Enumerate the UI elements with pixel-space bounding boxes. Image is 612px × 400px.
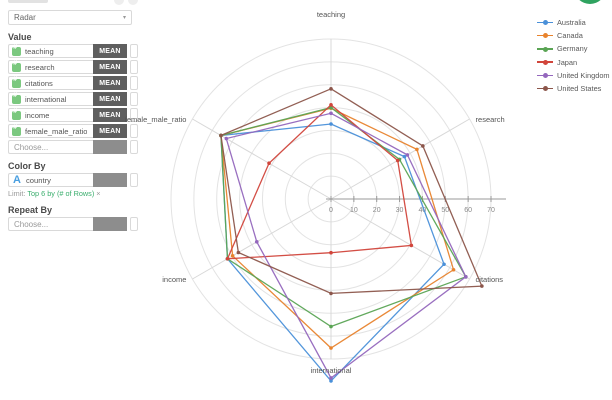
svg-text:income: income <box>162 275 186 284</box>
svg-text:10: 10 <box>350 207 358 214</box>
svg-text:teaching: teaching <box>317 10 345 19</box>
svg-text:0: 0 <box>329 207 333 214</box>
svg-text:60: 60 <box>464 207 472 214</box>
svg-text:20: 20 <box>373 207 381 214</box>
svg-text:30: 30 <box>396 207 404 214</box>
svg-text:female_male_ratio: female_male_ratio <box>125 115 187 124</box>
svg-text:research: research <box>476 115 505 124</box>
svg-text:50: 50 <box>441 207 449 214</box>
svg-text:citations: citations <box>476 275 504 284</box>
svg-text:70: 70 <box>487 207 495 214</box>
svg-text:international: international <box>311 366 352 375</box>
